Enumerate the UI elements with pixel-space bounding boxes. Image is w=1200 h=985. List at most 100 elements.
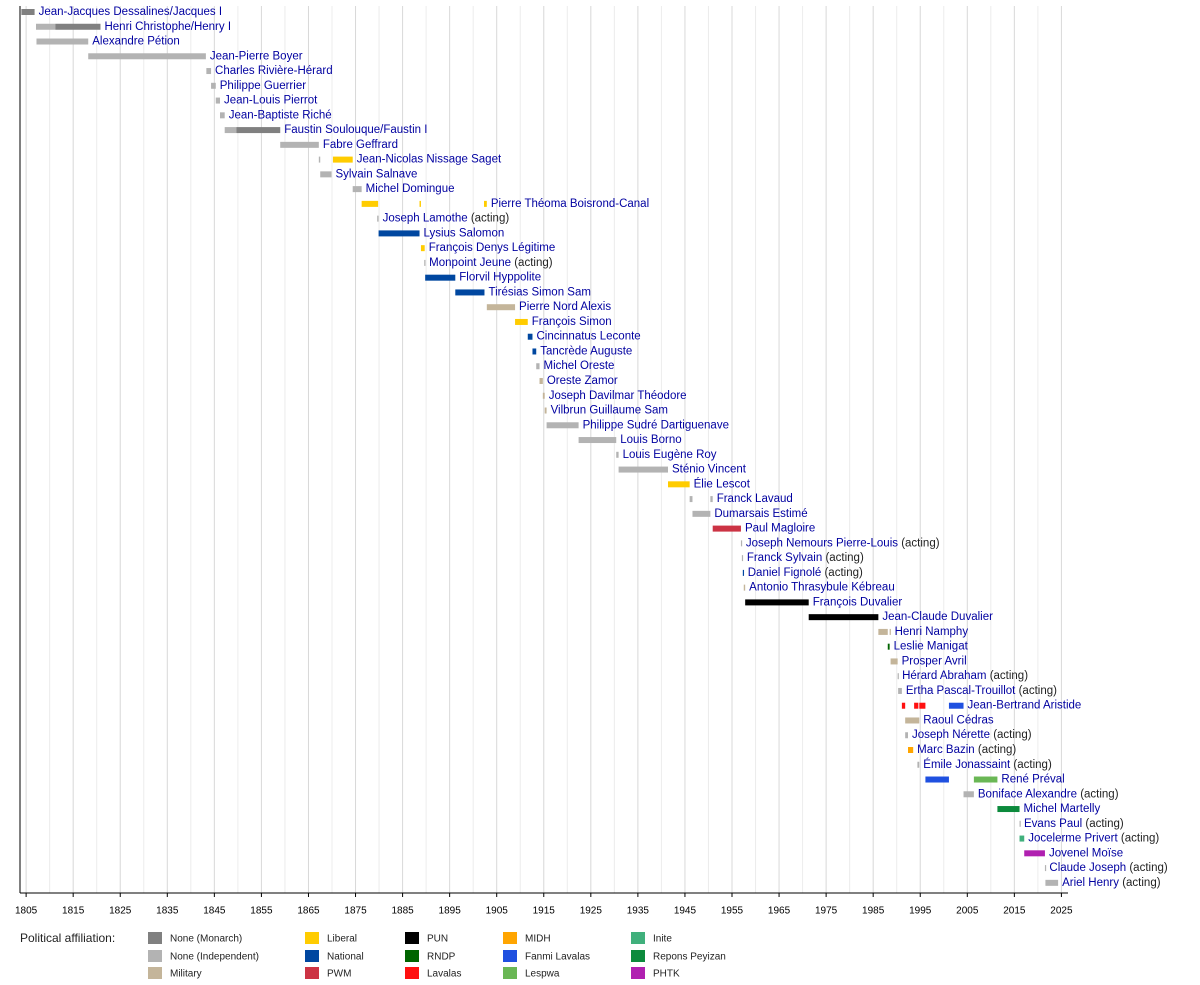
leader-name: Jean-Louis Pierrot: [224, 95, 318, 107]
leader-name: Henri Christophe/Henry I: [104, 21, 231, 33]
leader-name: Marc Bazin: [917, 744, 975, 756]
leader-note: (acting): [825, 552, 864, 564]
leader-name: Charles Rivière-Hérard: [215, 65, 333, 77]
term-bar: [425, 274, 456, 281]
legend-label: Military: [170, 969, 202, 980]
leader-name: Dumarsais Estimé: [714, 508, 807, 520]
row-label: Charles Rivière-Hérard: [215, 65, 333, 77]
term-bar: [712, 525, 741, 532]
term-bar: [539, 378, 543, 384]
legend-swatch: [503, 932, 517, 944]
row-label: Émile Jonassaint (acting): [923, 758, 1052, 771]
row-label: Hérard Abraham (acting): [902, 670, 1028, 682]
leader-name: Jocelerme Privert: [1028, 833, 1118, 845]
leader-name: Hérard Abraham: [902, 670, 986, 682]
leader-name: Jean-Claude Duvalier: [882, 611, 993, 623]
legend-swatch: [405, 950, 419, 962]
term-bar: [668, 481, 690, 488]
legend-swatch: [148, 967, 162, 979]
x-tick-label: 1995: [909, 906, 932, 917]
legend-title: Political affiliation:: [20, 931, 115, 945]
leader-name: Sténio Vincent: [672, 464, 747, 476]
leader-name: Jovenel Moïse: [1049, 847, 1123, 859]
leader-name: Alexandre Pétion: [92, 36, 180, 48]
term-bar: [890, 658, 898, 665]
term-bar: [948, 702, 964, 709]
x-tick-label: 2015: [1003, 906, 1026, 917]
term-bar: [1045, 879, 1059, 886]
leader-name: Franck Lavaud: [717, 493, 793, 505]
term-bar: [740, 540, 743, 547]
term-bar: [689, 496, 693, 503]
term-bar: [1019, 835, 1025, 842]
term-bar: [742, 569, 745, 576]
row-label: Jean-Louis Pierrot: [224, 95, 318, 107]
row-label: Marc Bazin (acting): [917, 744, 1016, 756]
row-label: Jovenel Moïse: [1049, 847, 1123, 859]
legend-swatch: [631, 932, 645, 944]
row-label: Philippe Guerrier: [220, 80, 306, 92]
legend-swatch: [631, 950, 645, 962]
term-bar: [544, 407, 547, 414]
term-bar: [532, 348, 537, 355]
x-tick-label: 1925: [580, 906, 603, 917]
term-bar: [377, 215, 379, 222]
row-label: Ariel Henry (acting): [1062, 877, 1161, 889]
leader-name: Joseph Nérette: [912, 729, 990, 741]
x-tick-label: 1815: [62, 906, 85, 917]
legend-swatch: [305, 967, 319, 979]
leader-name: Monpoint Jeune: [429, 257, 511, 269]
term-bar: [901, 702, 906, 709]
term-bar: [352, 186, 362, 193]
row-label: François Denys Légitime: [429, 242, 556, 254]
row-label: Jean-Pierre Boyer: [210, 50, 303, 62]
leader-name: Sylvain Salnave: [336, 168, 418, 180]
leader-name: Jean-Nicolas Nissage Saget: [357, 154, 502, 166]
leader-note: (acting): [990, 670, 1029, 682]
legend-swatch: [148, 950, 162, 962]
term-bar: [618, 466, 668, 473]
leader-name: François Duvalier: [813, 596, 903, 608]
term-bar: [455, 289, 485, 296]
term-bar: [578, 437, 617, 444]
x-tick-label: 1935: [627, 906, 650, 917]
term-bar: [908, 747, 914, 753]
leader-name: Fabre Geffrard: [323, 139, 398, 151]
row-label: Henri Namphy: [895, 626, 969, 638]
term-bar: [211, 82, 216, 89]
row-label: Philippe Sudré Dartiguenave: [583, 419, 729, 431]
row-label: Joseph Lamothe (acting): [383, 213, 510, 225]
term-bar: [898, 687, 902, 694]
term-bar: [1024, 850, 1045, 857]
row-label: Jean-Jacques Dessalines/Jacques I: [39, 6, 222, 18]
row-label: Jean-Nicolas Nissage Saget: [357, 154, 502, 166]
leader-name: Joseph Lamothe: [383, 213, 468, 225]
leader-name: Philippe Sudré Dartiguenave: [583, 419, 729, 431]
row-label: Fabre Geffrard: [323, 139, 398, 151]
row-label: Élie Lescot: [694, 477, 751, 490]
term-bar: [220, 112, 225, 119]
row-label: Antonio Thrasybule Kébreau: [749, 582, 895, 594]
leader-name: Faustin Soulouque/Faustin I: [284, 124, 427, 136]
term-bar: [997, 806, 1020, 813]
term-bar: [378, 230, 420, 237]
leader-name: Lysius Salomon: [424, 227, 505, 239]
term-bar: [546, 422, 579, 429]
term-bar: [878, 628, 888, 635]
term-bar: [914, 702, 919, 709]
term-bar: [320, 171, 332, 178]
row-label: Prosper Avril: [902, 655, 967, 667]
legend-label: National: [327, 952, 364, 963]
leader-name: Henri Namphy: [895, 626, 969, 638]
term-bar: [808, 614, 879, 621]
row-label: Claude Joseph (acting): [1049, 862, 1167, 874]
leader-name: Jean-Baptiste Riché: [229, 109, 332, 121]
legend-swatch: [405, 932, 419, 944]
row-label: Alexandre Pétion: [92, 36, 180, 48]
legend-label: Liberal: [327, 934, 357, 945]
row-label: Tirésias Simon Sam: [488, 286, 590, 298]
row-label: Cincinnatus Leconte: [536, 331, 640, 343]
leader-name: Jean-Pierre Boyer: [210, 50, 303, 62]
legend-label: None (Independent): [170, 952, 259, 963]
